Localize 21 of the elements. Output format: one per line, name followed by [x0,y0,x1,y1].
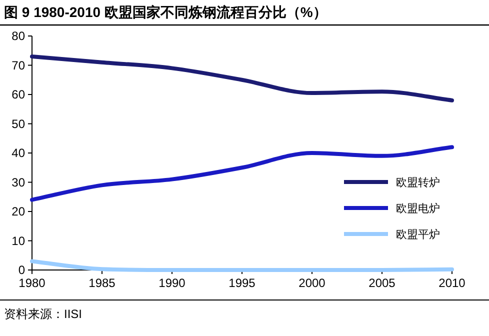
y-tick-label: 20 [12,204,26,218]
y-tick-label: 10 [12,234,26,248]
y-tick-label: 70 [12,58,26,72]
y-tick-label: 0 [18,263,26,277]
y-tick-label: 40 [12,146,26,160]
legend-label: 欧盟平炉 [396,228,440,241]
x-tick-label: 1985 [88,276,116,290]
legend-label: 欧盟转炉 [396,176,440,189]
text: 资料来源：IISI [4,307,82,321]
x-tick-label: 1990 [158,276,186,290]
y-tick-label: 80 [12,29,26,43]
chart-title: 图 9 1980-2010 欧盟国家不同炼钢流程百分比（%） [4,4,327,20]
x-tick-label: 1995 [228,276,256,290]
y-tick-label: 30 [12,175,26,190]
y-tick-label: 50 [12,116,26,131]
y-tick-label: 60 [12,88,26,102]
x-tick-label: 2005 [368,276,396,290]
legend-label: 欧盟电炉 [396,202,440,215]
x-tick-label: 2000 [298,276,326,290]
x-tick-label: 2010 [438,276,466,290]
x-tick-label: 1980 [18,276,46,290]
